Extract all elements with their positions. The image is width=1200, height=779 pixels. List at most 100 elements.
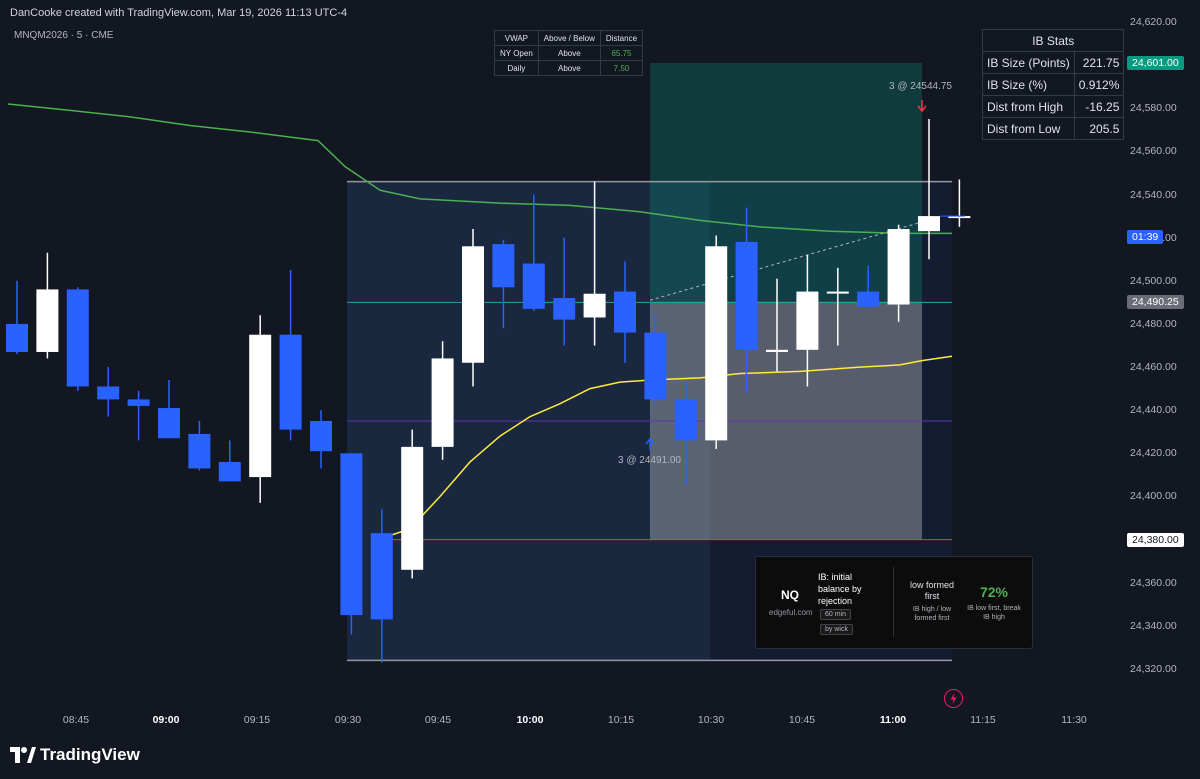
- candle-body: [705, 246, 728, 441]
- vwap-row-position: Above: [537, 45, 601, 61]
- target-price-tag: 24,601.00: [1127, 55, 1184, 70]
- vwap-row-label: NY Open: [494, 45, 539, 61]
- time-axis-label: 09:15: [243, 714, 271, 726]
- time-axis-label: 10:15: [607, 714, 635, 726]
- buy-arrow-icon: [645, 437, 655, 450]
- candle-body: [218, 461, 241, 482]
- price-scale[interactable]: 24,620.00 24,580.00 24,560.00 24,540.00 24,5…: [1124, 0, 1200, 735]
- candle-body: [6, 323, 28, 352]
- header-caption: DanCooke created with TradingView.com, M…: [10, 7, 348, 19]
- vwap-row-distance: 7.50: [599, 60, 644, 76]
- candle-body: [826, 291, 849, 294]
- daily-vwap-line: [7, 103, 952, 235]
- candle-body: [431, 358, 454, 447]
- card-stat-sub: IB high / low formed first: [912, 606, 952, 622]
- card-percent-sub: IB low first, break IB high: [967, 605, 1021, 621]
- candle-body: [97, 386, 120, 400]
- card-site: edgeful.com: [769, 608, 813, 617]
- time-axis-label: 09:45: [424, 714, 452, 726]
- vwap-table-row: NY Open Above 65.75: [494, 45, 644, 61]
- candle-body: [158, 408, 180, 439]
- symbol-legend[interactable]: MNQM2026 · 5 · CME: [14, 30, 114, 41]
- ib-stats-label: Dist from High: [982, 95, 1075, 118]
- candle-body: [887, 229, 910, 305]
- card-pill-method: by wick: [820, 624, 853, 635]
- ib-stats-row: IB Size (Points) 221.75: [982, 51, 1125, 74]
- candle-body: [796, 291, 819, 350]
- price-axis-label: 24,420.00: [1130, 447, 1177, 460]
- price-axis-label: 24,340.00: [1130, 619, 1177, 632]
- card-stat-title: low formed first: [909, 580, 954, 601]
- vwap-table-row: Daily Above 7.50: [494, 60, 644, 76]
- stop-price-tag: 24,380.00: [1127, 532, 1184, 547]
- card-title: IB: initial balance by rejection: [818, 572, 862, 606]
- candle-body: [583, 293, 606, 318]
- candle-body: [340, 453, 363, 616]
- card-percent: 72%: [979, 584, 1009, 600]
- entry-price-tag: 24,490.25: [1127, 294, 1184, 309]
- lines-layer: [7, 103, 953, 662]
- candle-body: [735, 241, 758, 350]
- candle-body: [462, 246, 484, 363]
- countdown-tag: 01:39: [1127, 229, 1164, 244]
- ib-stats-label: Dist from Low: [982, 117, 1075, 140]
- ny-open-vwap-line: [377, 355, 953, 541]
- candle-body: [401, 446, 424, 570]
- candle-body: [614, 291, 636, 333]
- ib-stats-title-row: IB Stats: [981, 29, 1125, 52]
- vwap-row-distance: 65.75: [599, 45, 644, 61]
- vwap-header-cell: Above / Below: [537, 30, 601, 46]
- price-axis-label: 24,400.00: [1130, 490, 1177, 503]
- candle-body: [857, 291, 880, 307]
- price-axis-label: 24,460.00: [1130, 361, 1177, 374]
- time-axis-label: 10:00: [516, 714, 544, 726]
- price-axis-label: 24,540.00: [1130, 188, 1177, 201]
- profit-zone: [650, 62, 922, 302]
- time-axis-label: 11:00: [879, 714, 907, 726]
- ib-stats-value: 205.5: [1073, 117, 1125, 140]
- tradingview-logo-icon: [10, 747, 36, 763]
- candle-body: [310, 420, 332, 452]
- tradingview-brand: TradingView: [40, 745, 140, 764]
- chart-canvas[interactable]: [0, 0, 1200, 735]
- buy-fill-label: 3 @ 24491.00: [618, 455, 681, 466]
- candle-body: [279, 334, 302, 430]
- ib-stats-row: IB Size (%) 0.912%: [982, 73, 1125, 96]
- candle-body: [553, 298, 576, 320]
- sell-arrow-icon: [917, 100, 927, 113]
- ib-stats-row: Dist from Low 205.5: [982, 117, 1125, 140]
- card-symbol: NQ: [781, 588, 799, 602]
- ib-stats-row: Dist from High -16.25: [982, 95, 1125, 118]
- candle-body: [249, 334, 272, 478]
- chart-header: DanCooke created with TradingView.com, M…: [0, 0, 1200, 26]
- vwap-header-cell: VWAP: [494, 30, 539, 46]
- vwap-table: VWAP Above / Below Distance NY Open Abov…: [494, 30, 644, 76]
- ib-stats-value: -16.25: [1073, 95, 1125, 118]
- candle-body: [644, 332, 667, 400]
- time-axis-label: 10:45: [788, 714, 816, 726]
- footer-bar: TradingView: [0, 735, 1200, 779]
- price-axis-label: 24,560.00: [1130, 145, 1177, 158]
- time-axis-label: 09:00: [152, 714, 180, 726]
- candle-body: [36, 289, 59, 352]
- candle-body: [918, 216, 940, 232]
- vwap-row-label: Daily: [494, 60, 539, 76]
- ib-stats-title: IB Stats: [981, 29, 1125, 52]
- price-axis-label: 24,580.00: [1130, 102, 1177, 115]
- price-axis-label: 24,620.00: [1130, 16, 1177, 28]
- time-axis-label: 11:15: [970, 714, 996, 726]
- sell-fill-label: 3 @ 24544.75: [889, 81, 952, 92]
- ib-stats-label: IB Size (%): [982, 73, 1075, 96]
- candle-body: [948, 216, 971, 219]
- time-axis-label: 09:30: [334, 714, 362, 726]
- candle-body: [66, 289, 89, 387]
- alert-bolt-icon[interactable]: [944, 689, 963, 708]
- candle-body: [674, 399, 697, 441]
- vwap-row-position: Above: [537, 60, 601, 76]
- time-axis-label: 10:30: [697, 714, 725, 726]
- price-axis-label: 24,480.00: [1130, 317, 1177, 330]
- candle-body: [188, 433, 211, 469]
- card-divider: [893, 567, 894, 637]
- trade-connector-line: [649, 222, 921, 301]
- candle-body: [522, 263, 545, 309]
